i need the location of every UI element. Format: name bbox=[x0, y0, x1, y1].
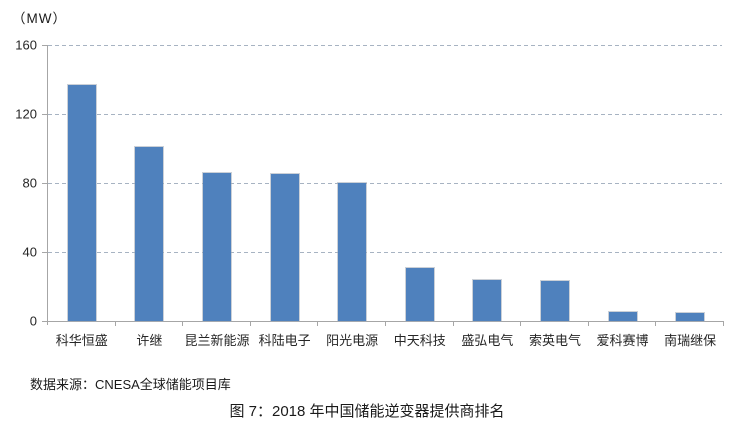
category-slot: 昆兰新能源 bbox=[183, 45, 251, 348]
x-axis-label: 爱科赛博 bbox=[596, 333, 649, 348]
y-axis-unit-label: （MW） bbox=[12, 11, 67, 26]
y-axis-tick-mark bbox=[42, 321, 47, 322]
x-axis-tick-mark bbox=[722, 321, 724, 326]
x-axis-label: 科陆电子 bbox=[258, 333, 311, 348]
y-tick-label: 0 bbox=[29, 313, 37, 329]
bar bbox=[608, 312, 637, 321]
x-axis-tick-mark bbox=[587, 321, 589, 326]
gridline bbox=[48, 252, 722, 253]
category-slot: 盛弘电气 bbox=[454, 45, 522, 348]
x-axis-tick-mark bbox=[655, 321, 657, 326]
x-axis-label: 中天科技 bbox=[393, 333, 446, 348]
category-slot: 索英电气 bbox=[521, 45, 589, 348]
x-axis-tick-mark bbox=[384, 321, 386, 326]
gridline bbox=[48, 183, 722, 184]
x-axis-tick-mark bbox=[317, 321, 319, 326]
gridline bbox=[48, 114, 722, 115]
bar bbox=[473, 279, 502, 321]
y-tick-label: 80 bbox=[22, 175, 37, 191]
x-axis-label: 昆兰新能源 bbox=[184, 333, 250, 348]
y-tick-label: 160 bbox=[15, 37, 37, 53]
plot-area: 160 120 80 40 0 科华恒盛 许继 昆兰新能源 科陆电子 阳光电源 中天科技 盛弘电气索… bbox=[15, 38, 724, 348]
figure-caption: 图 7：2018 年中国储能逆变器提供商排名 bbox=[229, 403, 505, 420]
data-source-note: 数据来源：CNESA全球储能项目库 bbox=[30, 377, 231, 392]
y-axis-tick-mark bbox=[42, 45, 47, 46]
x-axis-label: 科华恒盛 bbox=[55, 333, 108, 348]
x-axis-line bbox=[48, 321, 724, 322]
category-slot: 许继 bbox=[116, 45, 184, 348]
category-slot: 中天科技 bbox=[386, 45, 454, 348]
x-axis-tick-mark bbox=[249, 321, 251, 326]
x-axis-tick-mark bbox=[520, 321, 522, 326]
y-axis-tick-mark bbox=[42, 183, 47, 184]
category-slot: 爱科赛博 bbox=[589, 45, 657, 348]
x-axis-tick-mark bbox=[182, 321, 184, 326]
x-axis-tick-mark bbox=[452, 321, 454, 326]
x-axis-label: 南瑞继保 bbox=[664, 333, 717, 348]
bar bbox=[405, 267, 434, 321]
category-slot: 南瑞继保 bbox=[656, 45, 724, 348]
y-tick-label: 120 bbox=[15, 106, 37, 122]
category-slot: 阳光电源 bbox=[318, 45, 386, 348]
bar bbox=[202, 172, 231, 321]
category-slot: 科陆电子 bbox=[251, 45, 319, 348]
x-axis-label: 阳光电源 bbox=[326, 333, 379, 348]
y-axis-line bbox=[47, 45, 48, 325]
bar bbox=[135, 146, 164, 321]
y-axis-tick-mark bbox=[42, 252, 47, 253]
x-axis-tick-mark bbox=[114, 321, 116, 326]
gridline bbox=[48, 45, 722, 46]
y-axis-tick-mark bbox=[42, 114, 47, 115]
bar bbox=[270, 174, 299, 321]
y-tick-label: 40 bbox=[22, 244, 37, 260]
bar bbox=[338, 183, 367, 321]
x-axis-label: 盛弘电气 bbox=[461, 333, 514, 348]
bars-layer: 科华恒盛 许继 昆兰新能源 科陆电子 阳光电源 中天科技 盛弘电气 索英电气 爱科赛博 南瑞继保 bbox=[48, 45, 724, 348]
x-axis-label: 许继 bbox=[136, 333, 163, 348]
bar bbox=[67, 84, 96, 321]
bar bbox=[540, 281, 569, 321]
bar bbox=[676, 313, 705, 321]
category-slot: 科华恒盛 bbox=[48, 45, 116, 348]
x-axis-label: 索英电气 bbox=[528, 333, 581, 348]
